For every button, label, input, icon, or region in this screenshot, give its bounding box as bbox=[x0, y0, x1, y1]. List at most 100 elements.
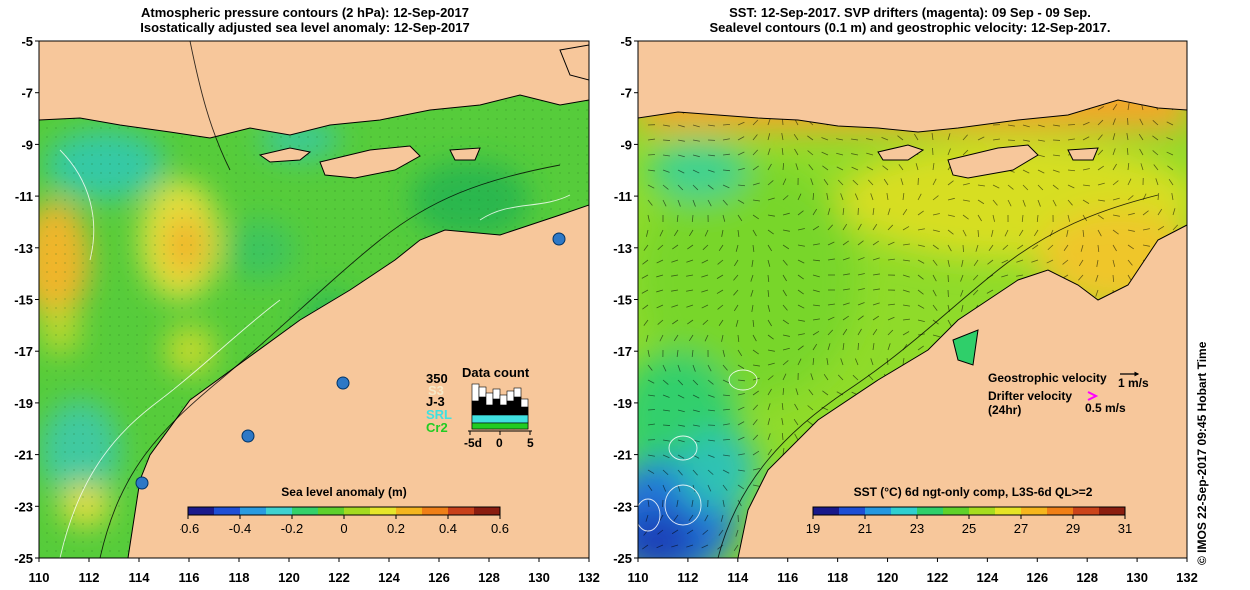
colorbar-swatch bbox=[1099, 507, 1126, 515]
right-colorbar: SST (°C) 6d ngt-only comp, L3S-6d QL>=2 … bbox=[806, 485, 1132, 536]
colorbar-swatch bbox=[1021, 507, 1048, 515]
geo-velocity-scale: 1 m/s bbox=[1118, 376, 1149, 390]
colorbar-tick-label: 29 bbox=[1066, 521, 1080, 536]
data-count-inset: Data count 350 S3 J-3 SRL Cr2 -5d 0 5 bbox=[420, 365, 550, 455]
x-tick-label: 112 bbox=[677, 570, 698, 585]
x-tick-label: 118 bbox=[229, 570, 250, 585]
x-tick-label: 132 bbox=[1176, 570, 1198, 585]
colorbar-swatch bbox=[891, 507, 918, 515]
x-tick-label: 128 bbox=[478, 570, 500, 585]
tide-gauge-markers bbox=[135, 232, 566, 490]
colorbar-swatch bbox=[292, 507, 319, 515]
data-count-title: Data count bbox=[462, 365, 530, 380]
x-tick-label: 130 bbox=[1126, 570, 1148, 585]
imos-credit: © IMOS 22-Sep-2017 09:45 Hobart Time bbox=[1195, 341, 1209, 565]
colorbar-swatch bbox=[474, 507, 501, 515]
x-tick-label: 116 bbox=[179, 570, 200, 585]
right-axis-ticks: -5 -7 -9 -11 -13 -15 -17 -19 -21 -23 -25 110 112 114 1… bbox=[613, 34, 1198, 585]
x-tick-label: 126 bbox=[1026, 570, 1048, 585]
right-title-line1: SST: 12-Sep-2017. SVP drifters (magenta)… bbox=[729, 5, 1091, 20]
white-contours bbox=[59, 149, 571, 558]
x-tick-label: 124 bbox=[378, 570, 400, 585]
drifter-arrow-icon bbox=[1087, 391, 1099, 401]
right-colorbar-swatches bbox=[813, 507, 1126, 515]
colorbar-tick-label: 21 bbox=[858, 521, 872, 536]
colorbar-tick-label: -0.4 bbox=[229, 521, 251, 536]
data-count-series-srl: SRL bbox=[426, 407, 452, 422]
velocity-legend: Geostrophic velocity 1 m/s Drifter veloc… bbox=[988, 371, 1149, 417]
colorbar-swatch bbox=[188, 507, 215, 515]
left-colorbar-swatches bbox=[188, 507, 501, 515]
right-colorbar-ticks: 19 21 23 25 27 29 31 bbox=[806, 515, 1132, 536]
left-map: -5 -7 -9 -11 -13 -15 -17 -19 -21 -23 -25 110 112 114 1… bbox=[14, 34, 600, 585]
x-tick-label: 122 bbox=[328, 570, 350, 585]
left-title-line1: Atmospheric pressure contours (2 hPa): 1… bbox=[141, 5, 469, 20]
colorbar-swatch bbox=[1047, 507, 1074, 515]
y-tick-label: -25 bbox=[14, 551, 33, 566]
x-tick-label: 128 bbox=[1076, 570, 1098, 585]
colorbar-tick-label: 27 bbox=[1014, 521, 1028, 536]
x-tick-label: 130 bbox=[528, 570, 550, 585]
colorbar-tick-label: 31 bbox=[1118, 521, 1132, 536]
y-tick-label: -11 bbox=[15, 189, 33, 204]
sea-level-contours bbox=[717, 194, 1159, 558]
y-tick-label: -7 bbox=[21, 86, 33, 101]
y-tick-label: -7 bbox=[620, 86, 632, 101]
data-count-series-cr2: Cr2 bbox=[426, 420, 448, 435]
colorbar-swatch bbox=[995, 507, 1022, 515]
colorbar-swatch bbox=[839, 507, 866, 515]
drifter-velocity-scale: 0.5 m/s bbox=[1085, 401, 1126, 415]
y-tick-label: -5 bbox=[21, 34, 33, 49]
colorbar-tick-label: 25 bbox=[962, 521, 976, 536]
y-tick-label: -9 bbox=[620, 137, 632, 152]
drifter-velocity-label: Drifter velocity bbox=[988, 389, 1072, 403]
y-tick-label: -23 bbox=[613, 499, 632, 514]
white-eddy-contours bbox=[638, 369, 758, 532]
data-count-x-end: 5 bbox=[527, 436, 534, 449]
y-tick-label: -19 bbox=[613, 396, 632, 411]
data-count-faded-label: S3 bbox=[428, 383, 444, 398]
land-mass-right bbox=[638, 41, 1187, 558]
y-tick-label: -21 bbox=[14, 448, 33, 463]
colorbar-swatch bbox=[396, 507, 423, 515]
x-tick-label: 120 bbox=[877, 570, 899, 585]
pressure-contours bbox=[99, 41, 561, 558]
colorbar-swatch bbox=[448, 507, 475, 515]
x-tick-label: 118 bbox=[827, 570, 848, 585]
land-mass bbox=[39, 41, 589, 558]
data-count-max: 350 bbox=[426, 371, 448, 386]
colorbar-swatch bbox=[318, 507, 345, 515]
colorbar-tick-label: 0.6 bbox=[491, 521, 509, 536]
data-count-x-mid: 0 bbox=[496, 436, 503, 449]
data-count-x-start: -5d bbox=[464, 436, 482, 449]
x-tick-label: 114 bbox=[727, 570, 749, 585]
y-tick-label: -11 bbox=[614, 189, 632, 204]
colorbar-swatch bbox=[370, 507, 397, 515]
left-colorbar: Sea level anomaly (m) -0.6 -0.4 -0.2 0 0.2 0.… bbox=[180, 485, 509, 536]
geo-velocity-label: Geostrophic velocity bbox=[988, 371, 1107, 385]
colorbar-swatch bbox=[943, 507, 970, 515]
data-count-bars: -5d 0 5 bbox=[464, 383, 534, 449]
right-map: -5 -7 -9 -11 -13 -15 -17 -19 -21 -23 -25 110 112 114 1… bbox=[613, 34, 1198, 585]
left-axis-ticks: -5 -7 -9 -11 -13 -15 -17 -19 -21 -23 -25 110 112 114 1… bbox=[14, 34, 600, 585]
left-colorbar-label: Sea level anomaly (m) bbox=[281, 485, 406, 499]
colorbar-tick-label: 0 bbox=[340, 521, 347, 536]
y-tick-label: -15 bbox=[613, 293, 632, 308]
colorbar-swatch bbox=[240, 507, 267, 515]
left-title-line2: Isostatically adjusted sea level anomaly… bbox=[140, 20, 470, 35]
colorbar-swatch bbox=[865, 507, 892, 515]
colorbar-tick-label: 19 bbox=[806, 521, 820, 536]
colorbar-tick-label: 0.2 bbox=[387, 521, 405, 536]
left-colorbar-ticks: -0.6 -0.4 -0.2 0 0.2 0.4 0.6 bbox=[180, 515, 509, 536]
data-count-series-j3: J-3 bbox=[426, 394, 445, 409]
colorbar-swatch bbox=[1073, 507, 1100, 515]
right-colorbar-label: SST (°C) 6d ngt-only comp, L3S-6d QL>=2 bbox=[854, 485, 1093, 499]
y-tick-label: -5 bbox=[620, 34, 632, 49]
y-tick-label: -19 bbox=[14, 396, 33, 411]
y-tick-label: -9 bbox=[21, 137, 33, 152]
x-tick-label: 110 bbox=[29, 570, 50, 585]
colorbar-swatch bbox=[813, 507, 840, 515]
colorbar-swatch bbox=[344, 507, 371, 515]
y-tick-label: -17 bbox=[613, 344, 632, 359]
x-tick-label: 116 bbox=[777, 570, 798, 585]
